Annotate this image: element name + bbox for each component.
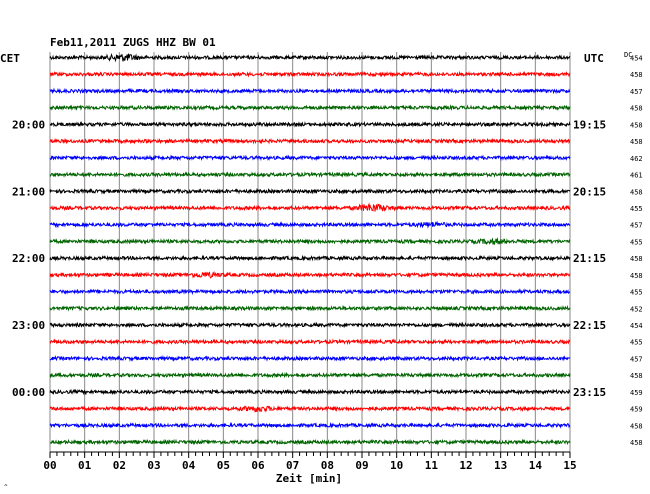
trace-18 — [49, 354, 571, 362]
trace-7 — [49, 171, 571, 179]
trace-3 — [49, 104, 571, 112]
x-tick-label: 12 — [459, 459, 472, 472]
dc-value: 458 — [630, 105, 643, 113]
dc-value: 455 — [630, 238, 643, 246]
dc-value: 454 — [630, 322, 643, 330]
dc-value: 455 — [630, 205, 643, 213]
left-hour-label: 23:00 — [12, 319, 45, 332]
x-tick-label: 10 — [390, 459, 403, 472]
x-axis-label: Zeit [min] — [276, 472, 342, 485]
trace-12 — [49, 254, 571, 262]
grid-lines — [49, 52, 571, 452]
trace-6 — [49, 154, 571, 162]
trace-14 — [49, 288, 571, 296]
x-tick-label: 07 — [286, 459, 299, 472]
trace-21 — [49, 404, 571, 413]
dc-value: 458 — [630, 439, 643, 447]
dc-values: 454 458 457 458 458 458 462 461 458 455 457 455 458 4… — [630, 55, 643, 448]
dc-value: 455 — [630, 339, 643, 347]
dc-value: 458 — [630, 121, 643, 129]
trace-4 — [49, 120, 571, 128]
trace-17 — [49, 338, 571, 346]
trace-23 — [49, 438, 571, 446]
x-tick-label: 09 — [355, 459, 368, 472]
x-tick-label: 01 — [78, 459, 92, 472]
x-axis: 00 01 02 03 04 05 06 07 08 09 10 11 12 13 14 15 — [43, 451, 577, 472]
dc-value: 457 — [630, 355, 643, 363]
dc-value: 458 — [630, 255, 643, 263]
right-hour-label: 21:15 — [573, 252, 606, 265]
dc-label: DC — [624, 51, 632, 59]
trace-5 — [49, 137, 571, 145]
right-time-labels: 19:15 20:15 21:15 22:15 23:15 — [573, 118, 606, 399]
dc-value: 458 — [630, 422, 643, 430]
x-tick-label: 00 — [43, 459, 56, 472]
trace-22 — [49, 421, 571, 429]
trace-2 — [49, 87, 570, 95]
left-hour-label: 20:00 — [12, 118, 45, 131]
trace-19 — [49, 371, 571, 379]
trace-13 — [49, 270, 571, 279]
dc-value: 458 — [630, 372, 643, 380]
cet-label: CET — [0, 52, 20, 65]
trace-8 — [49, 187, 571, 195]
right-hour-label: 22:15 — [573, 319, 606, 332]
trace-20 — [49, 388, 571, 396]
dc-value: 458 — [630, 71, 643, 79]
x-tick-label: 15 — [563, 459, 576, 472]
dc-value: 458 — [630, 188, 643, 196]
x-tick-label: 04 — [182, 459, 196, 472]
dc-value: 462 — [630, 155, 643, 163]
left-time-labels: 20:00 21:00 22:00 23:00 00:00 — [12, 118, 45, 399]
corner-mark: ^ — [4, 484, 8, 491]
chart-title: Feb11,2011 ZUGS HHZ BW 01 — [50, 36, 216, 49]
x-tick-label: 06 — [251, 459, 265, 472]
x-tick-label: 08 — [321, 459, 334, 472]
dc-value: 458 — [630, 138, 643, 146]
dc-value: 457 — [630, 222, 643, 230]
trace-1 — [49, 70, 571, 78]
right-hour-label: 23:15 — [573, 386, 606, 399]
dc-value: 461 — [630, 172, 643, 180]
trace-15 — [49, 304, 571, 312]
x-tick-label: 13 — [494, 459, 507, 472]
left-hour-label: 22:00 — [12, 252, 45, 265]
left-hour-label: 00:00 — [12, 386, 45, 399]
x-tick-label: 11 — [425, 459, 439, 472]
right-hour-label: 19:15 — [573, 118, 606, 131]
dc-value: 459 — [630, 389, 643, 397]
seismic-traces — [49, 52, 571, 446]
trace-9 — [49, 202, 571, 212]
dc-value: 459 — [630, 406, 643, 414]
dc-value: 452 — [630, 305, 643, 313]
trace-16 — [49, 321, 571, 329]
trace-11 — [49, 237, 571, 246]
dc-value: 454 — [630, 55, 643, 63]
utc-label: UTC — [584, 52, 604, 65]
x-tick-label: 02 — [113, 459, 126, 472]
x-tick-label: 14 — [529, 459, 543, 472]
trace-0 — [49, 52, 571, 63]
x-tick-label: 05 — [217, 459, 230, 472]
dc-value: 457 — [630, 88, 643, 96]
dc-value: 458 — [630, 272, 643, 280]
dc-value: 455 — [630, 289, 643, 297]
right-hour-label: 20:15 — [573, 185, 606, 198]
trace-10 — [49, 220, 571, 229]
x-tick-label: 03 — [147, 459, 160, 472]
left-hour-label: 21:00 — [12, 185, 45, 198]
